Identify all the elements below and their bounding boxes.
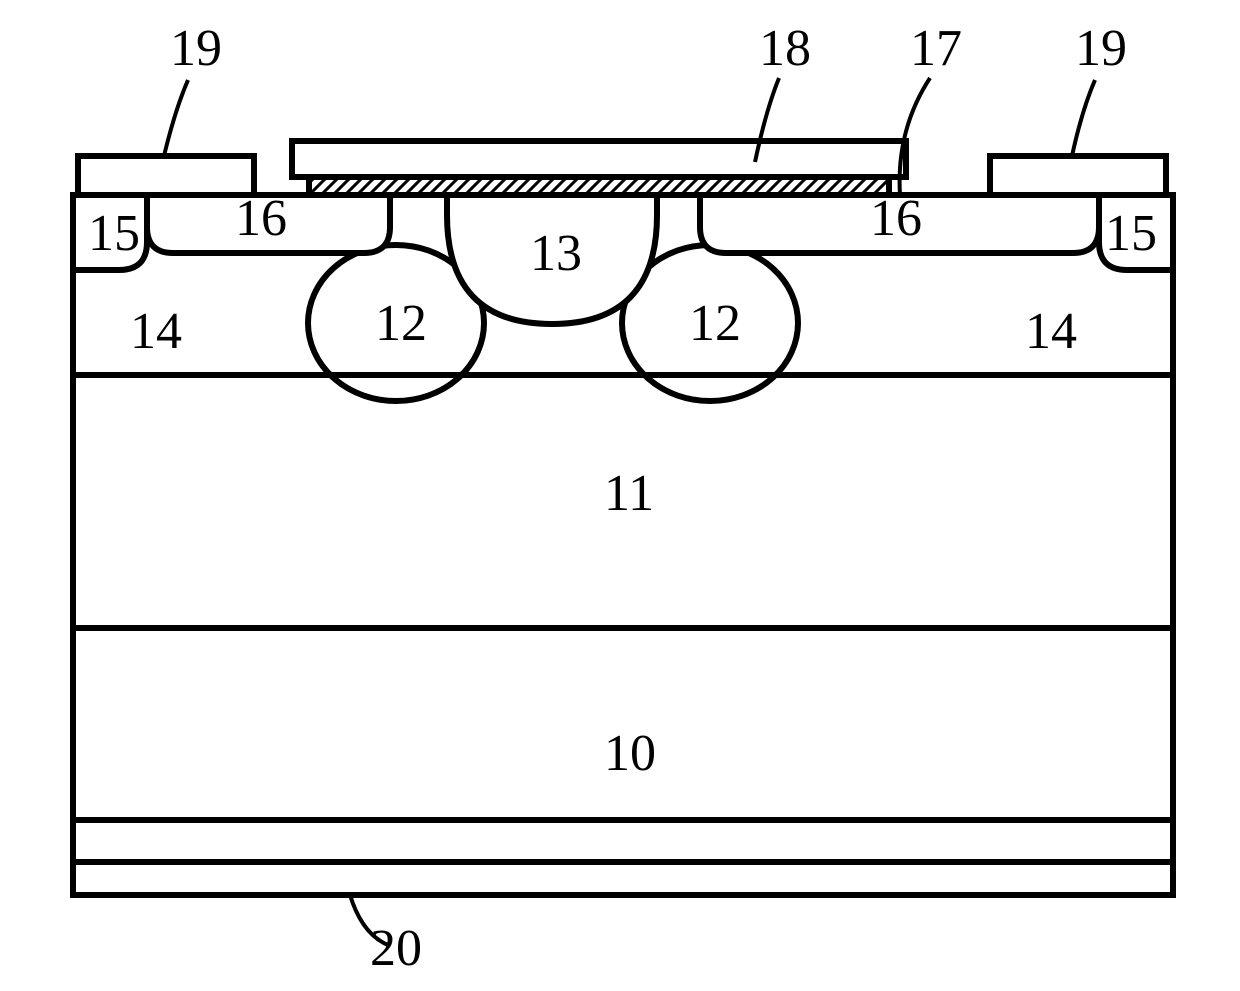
label-19-l19a: 19 xyxy=(170,20,222,77)
label-16-l16b: 16 xyxy=(870,190,922,247)
label-12-l12a: 12 xyxy=(375,295,427,352)
leader-lead19b xyxy=(1072,80,1095,156)
leader-lead19a xyxy=(164,80,188,156)
top-contact-19-right xyxy=(990,156,1166,195)
top-contact-19-left xyxy=(78,156,254,195)
gate-electrode-18 xyxy=(292,141,906,177)
label-19-l19b: 19 xyxy=(1075,20,1127,77)
label-15-l15a: 15 xyxy=(88,205,140,262)
label-20-l20: 20 xyxy=(370,920,422,977)
label-15-l15b: 15 xyxy=(1105,205,1157,262)
label-14-l14b: 14 xyxy=(1025,303,1077,360)
label-17-l17: 17 xyxy=(910,20,962,77)
label-10-l10: 10 xyxy=(604,725,656,782)
label-18-l18: 18 xyxy=(759,20,811,77)
label-13-l13: 13 xyxy=(530,225,582,282)
label-12-l12b: 12 xyxy=(689,295,741,352)
label-16-l16a: 16 xyxy=(235,190,287,247)
label-11-l11: 11 xyxy=(604,465,654,522)
label-14-l14a: 14 xyxy=(130,303,182,360)
bottom-contact-20 xyxy=(73,862,1173,895)
